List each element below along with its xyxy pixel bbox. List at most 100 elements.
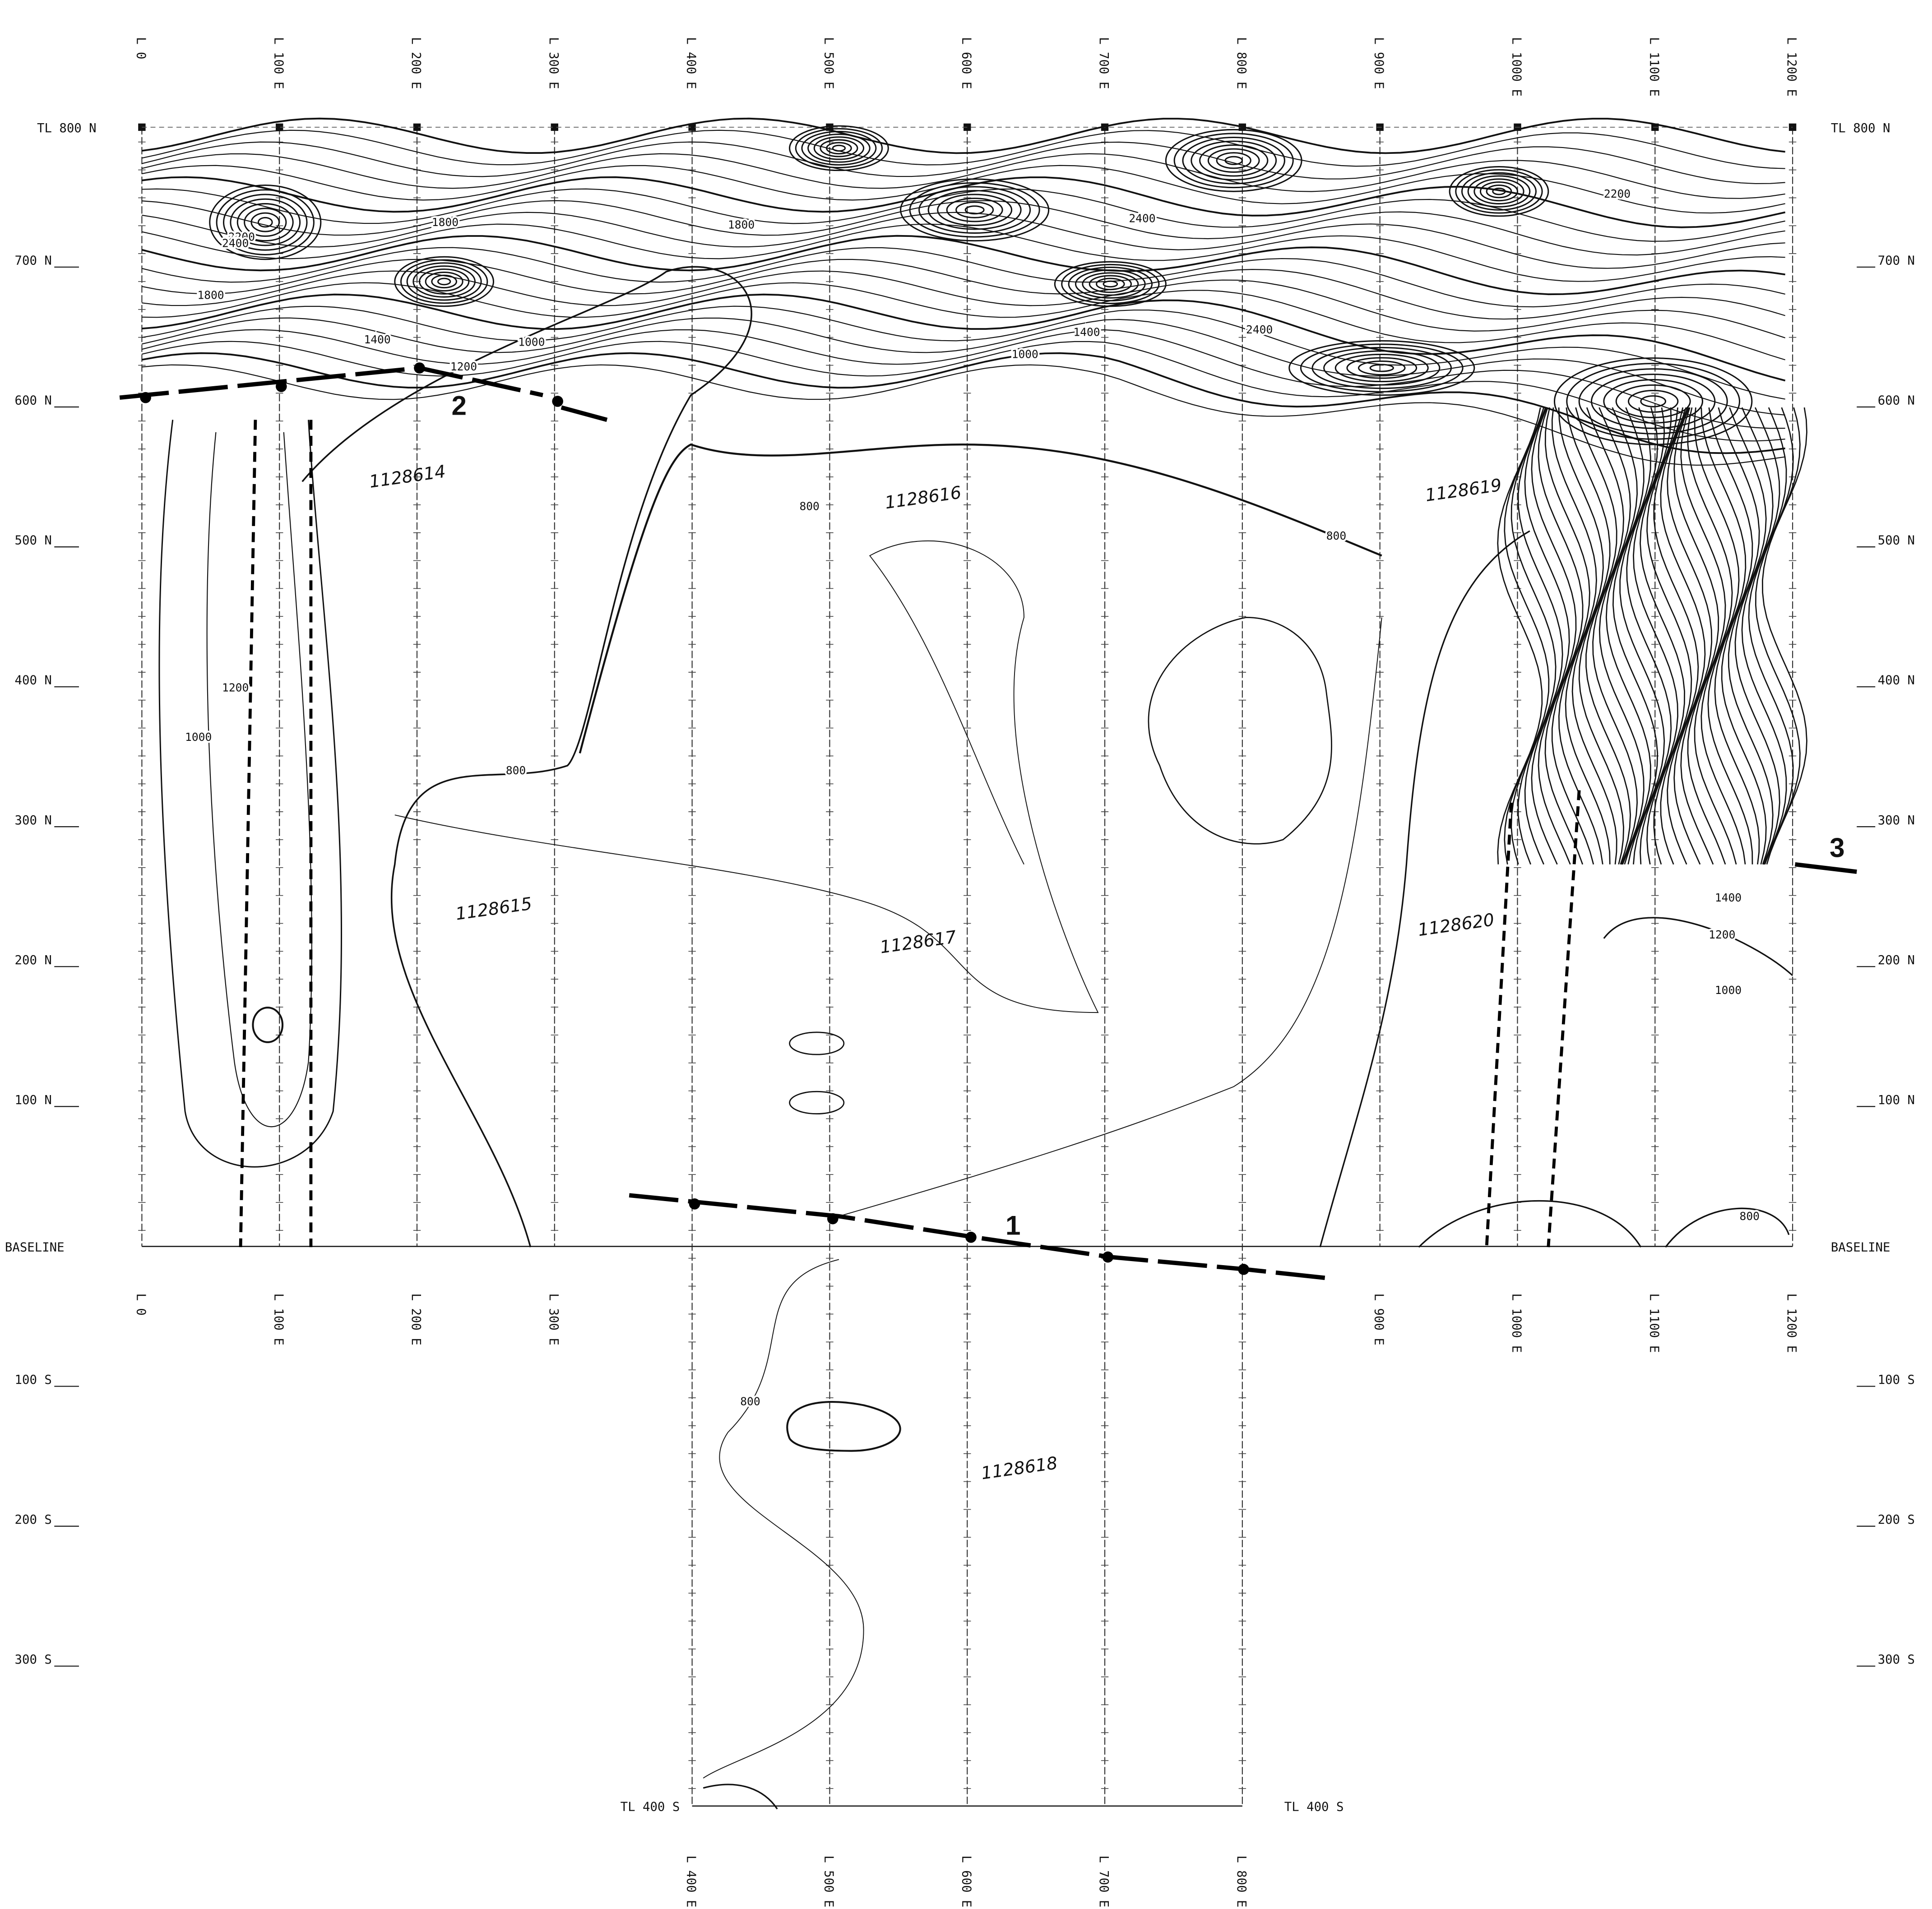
line-label-bottom: L 700 E <box>1097 1855 1111 1907</box>
claim-post <box>1103 1252 1114 1263</box>
contour-ring <box>808 134 870 162</box>
tie-line-label: TL 400 S <box>621 1800 680 1814</box>
claim-label: 1128619 <box>1424 475 1503 506</box>
line-label-bottom: L 100 E <box>271 1293 285 1345</box>
claim-label: 1128614 <box>368 462 447 492</box>
line-label-bottom: L 0 <box>134 1293 148 1315</box>
contour-label: 2400 <box>1246 323 1273 336</box>
contour-label: 1000 <box>518 335 545 348</box>
contour <box>790 1091 844 1114</box>
interpreted-structure <box>1548 790 1579 1248</box>
contour <box>787 1402 900 1451</box>
contour-label: 1000 <box>1012 348 1038 361</box>
line-label-top: L 500 E <box>821 37 835 89</box>
structure-marker: 3 <box>1830 832 1844 863</box>
contour <box>142 177 1785 227</box>
station-label-right: 100 S <box>1878 1373 1915 1387</box>
station-label-right: 600 N <box>1878 394 1915 408</box>
contour-label: 2400 <box>1129 212 1155 225</box>
station-label-left: 400 N <box>15 674 52 688</box>
structure-marker: 2 <box>452 391 467 421</box>
contour-label: 800 <box>506 764 526 777</box>
contour-label: 1800 <box>197 288 224 301</box>
line-label-top: L 300 E <box>547 37 561 89</box>
station-label-right: 100 N <box>1878 1093 1915 1107</box>
claim-post <box>1238 1264 1249 1275</box>
contour <box>1149 617 1332 844</box>
contour-label: 2200 <box>1604 187 1631 200</box>
station-label-left: BASELINE <box>5 1240 65 1254</box>
contour <box>159 420 342 1167</box>
station-label-left: 300 N <box>15 814 52 827</box>
contour <box>302 267 751 1247</box>
station-label-right: 500 N <box>1878 534 1915 548</box>
contour <box>703 1259 863 1778</box>
contour-ring <box>1289 341 1474 395</box>
interpreted-structure <box>120 368 607 420</box>
station-label-left: 600 N <box>15 394 52 408</box>
contour-ring <box>1554 358 1751 445</box>
contour-ring <box>1183 137 1285 184</box>
contour-ring <box>1641 396 1666 407</box>
contour <box>1604 918 1793 975</box>
contour-ring <box>919 187 1030 233</box>
line-label-bottom: L 200 E <box>409 1293 423 1345</box>
contour-label: 1400 <box>1715 891 1742 904</box>
line-label-bottom: L 400 E <box>684 1855 698 1907</box>
line-label-bottom: L 1200 E <box>1784 1293 1798 1353</box>
page: L 0L 0L 100 EL 100 EL 200 EL 200 EL 300 … <box>0 0 1932 1909</box>
contour-ring <box>938 194 1012 225</box>
contour <box>142 189 1785 241</box>
line-label-top: L 800 E <box>1234 37 1248 89</box>
contour-label: 800 <box>1326 529 1346 542</box>
contour <box>839 617 1382 1216</box>
claim-post <box>689 1198 700 1210</box>
station-label-right: 700 N <box>1878 254 1915 268</box>
contour <box>142 201 1785 255</box>
contour <box>1419 1201 1641 1247</box>
contour <box>1559 407 1603 864</box>
line-label-top: L 700 E <box>1097 37 1111 89</box>
contour-label: 1200 <box>222 681 249 694</box>
claim-post <box>965 1232 977 1243</box>
contour-ring <box>1591 374 1714 429</box>
contour <box>1627 407 1671 864</box>
contour-ring <box>1335 354 1428 381</box>
contour-label: 1000 <box>185 730 212 744</box>
claim-label: 1128620 <box>1417 910 1496 940</box>
claim-post <box>414 362 425 374</box>
contour-label: 1400 <box>1073 325 1100 338</box>
structure-marker: 1 <box>1005 1211 1020 1241</box>
contour-label: 2400 <box>222 236 249 250</box>
station-label-right: BASELINE <box>1831 1240 1890 1254</box>
contour <box>395 541 1098 1012</box>
station-label-right: TL 800 N <box>1831 121 1890 135</box>
contour <box>1722 407 1766 864</box>
line-label-top: L 1100 E <box>1647 37 1661 97</box>
contour-label: 1200 <box>1709 928 1735 941</box>
contour <box>1579 407 1623 864</box>
station-label-right: 200 S <box>1878 1513 1915 1527</box>
contour <box>207 432 312 1127</box>
station-label-right: 300 S <box>1878 1653 1915 1667</box>
line-label-bottom: L 1000 E <box>1510 1293 1524 1353</box>
claim-post <box>276 381 287 392</box>
contour <box>142 130 1785 169</box>
contour-ring <box>1191 141 1276 180</box>
interpreted-structure <box>629 1195 1326 1278</box>
contour-ring <box>928 190 1021 229</box>
line-label-top: L 1200 E <box>1784 37 1798 97</box>
contour-ring <box>1103 281 1117 287</box>
line-label-bottom: L 600 E <box>959 1855 973 1907</box>
contour <box>142 248 1785 307</box>
survey-map: L 0L 0L 100 EL 100 EL 200 EL 200 EL 300 … <box>0 0 1932 1909</box>
contour-ring <box>1217 153 1251 168</box>
contour-ring <box>413 266 475 297</box>
station-label-left: TL 800 N <box>37 121 97 135</box>
contour <box>580 444 1382 753</box>
contour-label: 800 <box>740 1395 760 1408</box>
line-label-top: L 1000 E <box>1510 37 1524 97</box>
contour <box>703 1784 777 1809</box>
contour-ring <box>833 145 845 151</box>
contour-ring <box>827 143 852 154</box>
